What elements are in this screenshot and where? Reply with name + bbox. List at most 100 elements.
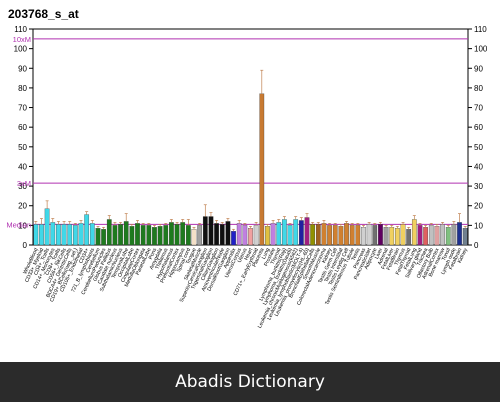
data-bar xyxy=(304,217,310,246)
data-bar xyxy=(163,225,169,246)
y-tick-label-left: 40 xyxy=(18,162,27,171)
data-bar xyxy=(202,216,208,246)
data-bar xyxy=(174,224,180,246)
data-bar xyxy=(411,219,417,246)
data-bar xyxy=(219,224,225,246)
data-bar xyxy=(462,228,468,246)
data-bar xyxy=(270,223,276,246)
data-bar xyxy=(208,216,214,246)
data-bar xyxy=(315,224,321,246)
data-bar xyxy=(400,224,406,246)
plot-area: 0 0 10 10 20 20 30 30 40 40 50 50 60 60 70 70 80 80 90 90 10… xyxy=(6,25,488,329)
data-bar xyxy=(423,227,428,246)
y-tick-label-right: 20 xyxy=(474,202,483,211)
data-bar xyxy=(67,224,73,246)
data-bar xyxy=(50,222,56,246)
x-tick-label: Testis xyxy=(351,247,362,262)
data-bar xyxy=(225,221,231,246)
data-bar xyxy=(152,227,157,246)
data-bar xyxy=(378,224,383,246)
data-bar xyxy=(73,225,78,246)
data-bar xyxy=(276,222,282,246)
data-bar xyxy=(355,225,361,246)
data-bar xyxy=(180,222,186,246)
data-bar xyxy=(457,222,462,246)
x-tick-label: Liver xyxy=(374,247,384,260)
y-tick-label-left: 20 xyxy=(18,202,27,211)
data-bar xyxy=(44,208,50,246)
data-bar xyxy=(338,226,344,246)
y-tick-label-left: 100 xyxy=(14,45,28,54)
data-bar xyxy=(259,93,265,246)
y-tick-label-left: 110 xyxy=(14,25,27,34)
data-bar xyxy=(344,223,349,246)
data-bar xyxy=(248,228,253,246)
y-tick-label-left: 0 xyxy=(23,241,28,250)
data-bar xyxy=(451,224,457,246)
data-bar xyxy=(395,228,400,246)
data-bar xyxy=(282,219,287,246)
footer-banner: Abadis Dictionary xyxy=(0,362,500,402)
data-bar xyxy=(293,219,299,246)
data-bar xyxy=(197,225,203,246)
data-bar xyxy=(310,224,315,246)
data-bar xyxy=(112,225,118,246)
data-bar xyxy=(428,225,434,246)
y-tick-label-right: 70 xyxy=(474,104,483,113)
data-bar xyxy=(417,225,423,246)
data-bar xyxy=(383,227,389,246)
data-bar xyxy=(349,225,355,246)
data-bar xyxy=(89,223,95,246)
data-bar xyxy=(101,229,106,246)
x-tick-label: Pons xyxy=(148,247,159,261)
y-tick-label-left: 80 xyxy=(18,84,27,93)
y-tick-label-right: 0 xyxy=(474,241,479,250)
chart-title: 203768_s_at xyxy=(8,7,79,21)
data-bar xyxy=(440,224,445,246)
data-bar xyxy=(361,227,366,246)
data-bar xyxy=(61,224,67,246)
data-bar xyxy=(445,227,451,246)
x-tick-label: Heart xyxy=(244,247,255,262)
reference-line-label: 3xM xyxy=(17,179,31,188)
data-bar xyxy=(95,228,101,246)
data-bar xyxy=(39,224,44,246)
data-bar xyxy=(186,225,191,246)
y-tick-label-left: 50 xyxy=(18,143,27,152)
data-bar xyxy=(332,225,338,246)
y-tick-label-right: 90 xyxy=(474,64,483,73)
footer-text: Abadis Dictionary xyxy=(175,372,325,392)
x-tick-label: Lung xyxy=(261,247,271,260)
data-bar xyxy=(106,219,112,246)
data-bar xyxy=(253,225,259,246)
data-bar xyxy=(169,222,174,246)
data-bar xyxy=(372,225,378,246)
data-bar xyxy=(146,225,152,246)
data-bar xyxy=(287,225,293,246)
data-bar xyxy=(118,224,123,246)
data-bar xyxy=(33,224,39,246)
expression-bar-chart: 203768_s_at 0 0 10 10 20 20 30 30 40 40 50 50 60 60 70… xyxy=(6,7,488,329)
data-bar xyxy=(84,214,90,246)
data-bar xyxy=(434,226,440,246)
y-tick-label-right: 60 xyxy=(474,123,483,132)
reference-line-label: Median xyxy=(6,220,31,229)
data-bar xyxy=(157,226,163,246)
data-bar xyxy=(389,227,395,246)
plot-frame xyxy=(32,28,469,246)
data-bar xyxy=(214,223,219,246)
y-tick-label-right: 40 xyxy=(474,162,483,171)
data-bar xyxy=(406,229,412,246)
data-bar xyxy=(298,220,304,246)
data-bar xyxy=(366,224,372,246)
y-tick-label-left: 90 xyxy=(18,64,27,73)
data-bar xyxy=(129,226,135,246)
x-tick-label: Tonsil xyxy=(441,247,452,262)
data-bar xyxy=(135,223,140,246)
data-bar xyxy=(191,229,197,246)
data-bar xyxy=(78,223,84,246)
data-bar xyxy=(231,231,236,246)
y-tick-label-right: 80 xyxy=(474,84,483,93)
y-tick-label-right: 30 xyxy=(474,182,483,191)
y-tick-label-left: 60 xyxy=(18,123,27,132)
